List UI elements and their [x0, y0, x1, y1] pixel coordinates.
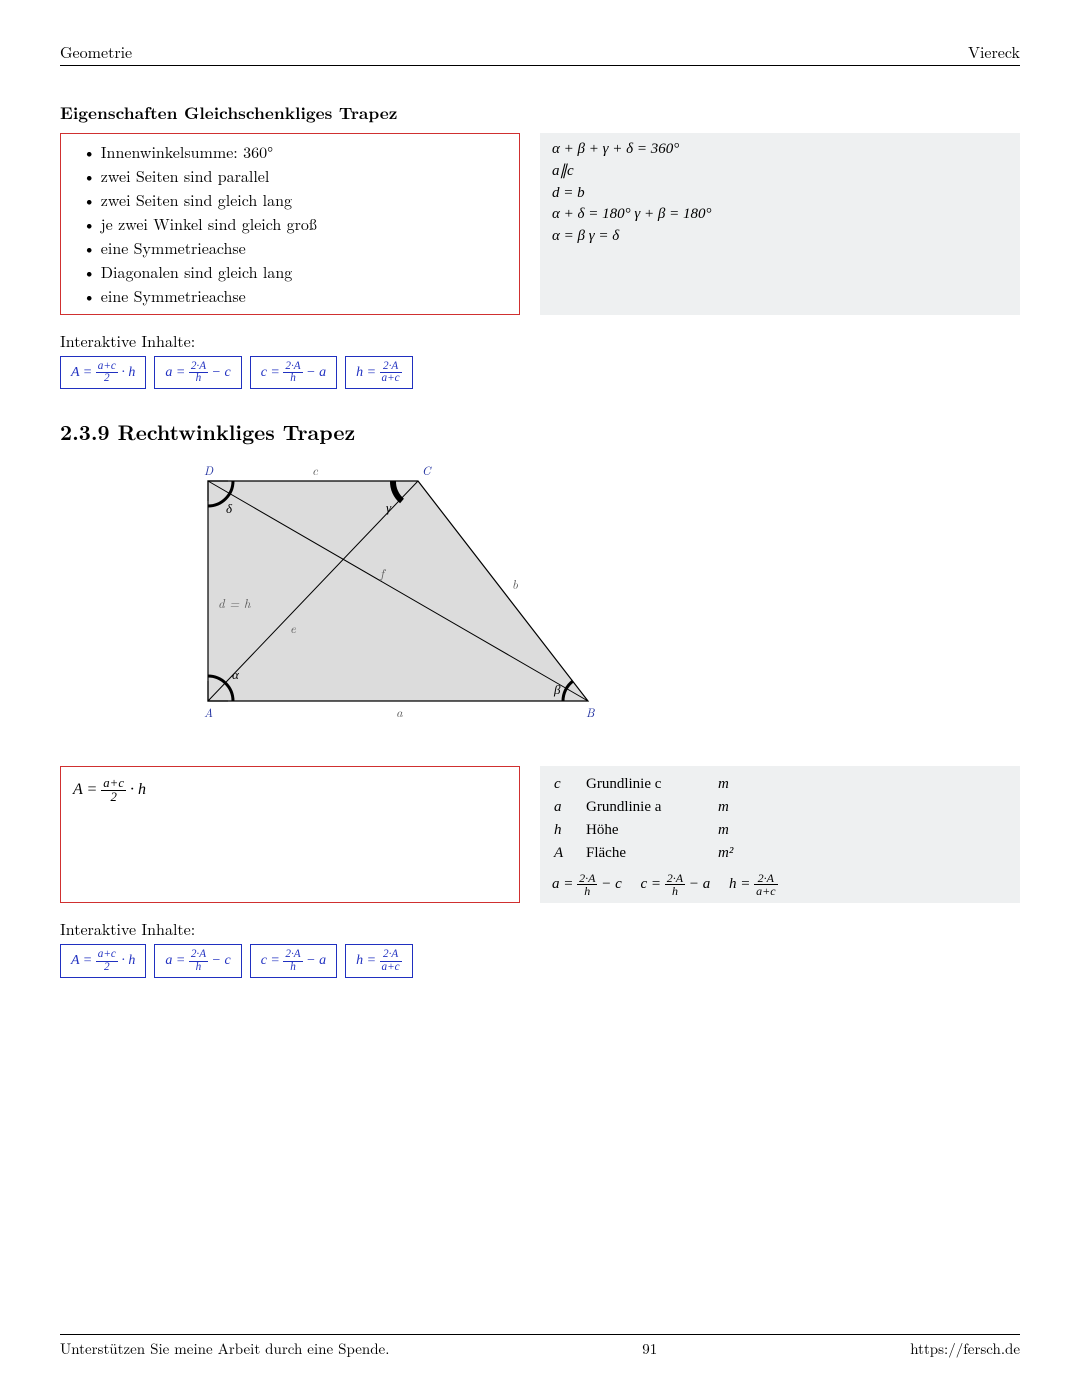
table-row: aGrundlinie am: [554, 797, 743, 818]
vertex-A-label: A: [204, 704, 213, 721]
angle-beta-label: β: [553, 679, 561, 698]
table-row: AFlächem²: [554, 843, 743, 864]
angle-delta-label: δ: [226, 498, 233, 517]
header-right: Viereck: [968, 40, 1020, 63]
side-b-label: b: [512, 574, 518, 593]
page-header: Geometrie Viereck: [60, 40, 1020, 66]
formula-button-a[interactable]: a = 2·Ah − c: [154, 944, 241, 977]
eq-line: α + β + γ + δ = 360°: [552, 139, 1008, 161]
interactive-label-2: Interaktive Inhalte:: [60, 917, 1020, 940]
prop-item: zwei Seiten sind parallel: [83, 164, 507, 188]
trapezoid-figure: A B C D a b c d = h e f α β γ δ: [190, 461, 1020, 726]
formula-row-2: A = a+c2 · h a = 2·Ah − c c = 2·Ah − a h…: [60, 944, 1020, 977]
diag-e-label: e: [290, 618, 297, 637]
table-row: hHöhem: [554, 820, 743, 841]
formula-button-A[interactable]: A = a+c2 · h: [60, 356, 146, 389]
angle-gamma-label: γ: [386, 497, 392, 516]
formula-row-1: A = a+c2 · h a = 2·Ah − c c = 2·Ah − a h…: [60, 356, 1020, 389]
inline-formulas: a = 2·Ah − c c = 2·Ah − a h = 2·Aa+c: [552, 872, 1008, 897]
header-left: Geometrie: [60, 40, 132, 63]
side-d-label: d = h: [218, 593, 251, 612]
side-c-label: c: [312, 461, 319, 479]
prop-item: Innenwinkelsumme: 360°: [83, 140, 507, 164]
formula-button-A[interactable]: A = a+c2 · h: [60, 944, 146, 977]
formula-button-c[interactable]: c = 2·Ah − a: [250, 356, 337, 389]
eq-line: a∥c: [552, 161, 1008, 183]
area-formula-box: A = a+c2 · h: [60, 766, 520, 903]
formula-button-h[interactable]: h = 2·Aa+c: [345, 944, 413, 977]
definitions-table: cGrundlinie cm aGrundlinie am hHöhem AFl…: [552, 772, 745, 866]
section1-title: Eigenschaften Gleichschenkliges Trapez: [60, 101, 1020, 125]
eq-line: α = β γ = δ: [552, 226, 1008, 248]
vertex-D-label: D: [204, 462, 214, 479]
footer-center: 91: [642, 1338, 657, 1359]
formula-button-a[interactable]: a = 2·Ah − c: [154, 356, 241, 389]
properties-box: Innenwinkelsumme: 360° zwei Seiten sind …: [60, 133, 520, 315]
prop-item: je zwei Winkel sind gleich groß: [83, 212, 507, 236]
table-row: cGrundlinie cm: [554, 774, 743, 795]
formula-button-h[interactable]: h = 2·Aa+c: [345, 356, 413, 389]
definitions-box: cGrundlinie cm aGrundlinie am hHöhem AFl…: [540, 766, 1020, 903]
prop-item: eine Symmetrieachse: [83, 284, 507, 308]
prop-item: eine Symmetrieachse: [83, 236, 507, 260]
prop-item: zwei Seiten sind gleich lang: [83, 188, 507, 212]
footer-right: https://fersch.de: [910, 1338, 1020, 1359]
equations-box: α + β + γ + δ = 360° a∥c d = b α + δ = 1…: [540, 133, 1020, 315]
footer-left: Unterstützen Sie meine Arbeit durch eine…: [60, 1338, 389, 1359]
section2-body: A = a+c2 · h cGrundlinie cm aGrundlinie …: [60, 766, 1020, 903]
formula-button-c[interactable]: c = 2·Ah − a: [250, 944, 337, 977]
page-footer: Unterstützen Sie meine Arbeit durch eine…: [60, 1334, 1020, 1359]
angle-alpha-label: α: [232, 664, 240, 683]
trapezoid-svg: A B C D a b c d = h e f α β γ δ: [190, 461, 610, 721]
prop-item: Diagonalen sind gleich lang: [83, 260, 507, 284]
eq-line: α + δ = 180° γ + β = 180°: [552, 204, 1008, 226]
vertex-B-label: B: [586, 704, 595, 721]
vertex-C-label: C: [422, 462, 432, 479]
interactive-label: Interaktive Inhalte:: [60, 329, 1020, 352]
eq-line: d = b: [552, 183, 1008, 205]
section1-body: Innenwinkelsumme: 360° zwei Seiten sind …: [60, 133, 1020, 315]
section2-title: 2.3.9 Rechtwinkliges Trapez: [60, 417, 1020, 447]
side-a-label: a: [396, 702, 403, 721]
